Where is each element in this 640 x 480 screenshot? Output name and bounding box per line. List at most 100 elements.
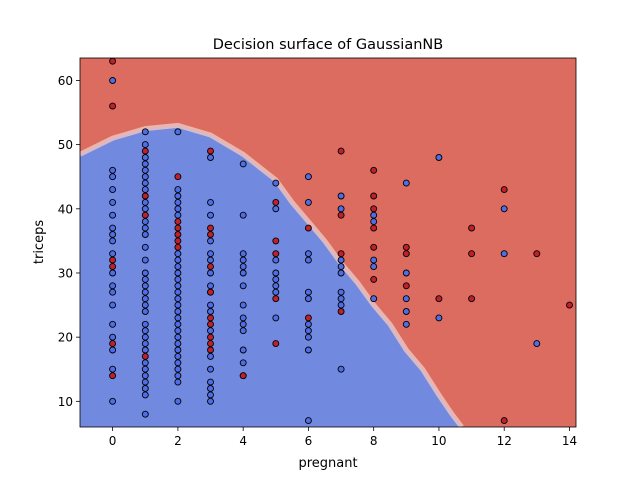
class-0-point: [141, 365, 149, 373]
class-0-point: [174, 263, 182, 271]
class-0-point: [239, 327, 247, 335]
class-0-point: [174, 378, 182, 386]
class-0-point: [174, 282, 182, 290]
class-0-point: [402, 320, 410, 328]
class-0-point: [402, 269, 410, 277]
class-1-point: [109, 58, 117, 65]
class-0-point: [207, 352, 214, 360]
class-1-point: [304, 314, 312, 322]
class-0-point: [370, 256, 378, 264]
class-0-point: [337, 205, 345, 213]
class-0-point: [370, 218, 378, 226]
class-1-point: [207, 231, 214, 238]
class-0-point: [141, 378, 149, 386]
class-0-point: [109, 250, 117, 258]
class-0-point: [141, 410, 149, 418]
class-0-point: [207, 327, 214, 335]
class-0-point: [141, 256, 149, 264]
class-0-point: [272, 275, 280, 283]
class-1-point: [435, 295, 443, 303]
class-0-point: [174, 186, 182, 194]
class-0-point: [141, 301, 149, 309]
class-1-point: [174, 243, 182, 251]
class-0-point: [402, 308, 410, 315]
class-0-point: [337, 295, 345, 303]
class-0-point: [370, 263, 378, 271]
class-0-point: [337, 192, 345, 200]
class-0-point: [174, 269, 182, 277]
class-0-point: [239, 263, 247, 271]
class-0-point: [141, 141, 149, 149]
class-0-point: [304, 288, 312, 296]
class-1-point: [207, 147, 214, 155]
class-1-point: [141, 192, 149, 200]
class-0-point: [207, 250, 214, 258]
class-1-point: [109, 372, 117, 380]
class-0-point: [109, 211, 117, 219]
class-0-point: [207, 211, 214, 219]
class-0-point: [109, 186, 117, 194]
class-1-point: [109, 102, 117, 110]
class-0-point: [109, 231, 117, 238]
class-0-point: [141, 275, 149, 283]
class-1-point: [174, 224, 182, 232]
class-1-point: [272, 295, 280, 303]
class-0-point: [337, 263, 345, 271]
class-0-point: [109, 198, 117, 206]
class-0-point: [239, 160, 247, 168]
class-0-point: [304, 256, 312, 264]
class-1-point: [207, 314, 214, 322]
class-0-point: [141, 385, 149, 392]
class-1-point: [468, 295, 476, 303]
class-0-point: [402, 179, 410, 187]
class-0-point: [239, 269, 247, 277]
class-1-point: [500, 417, 508, 425]
class-0-point: [207, 282, 214, 290]
class-0-point: [207, 301, 214, 309]
class-0-point: [272, 256, 280, 264]
y-tick-label: 30: [58, 266, 73, 280]
class-0-point: [174, 359, 182, 367]
class-1-point: [141, 211, 149, 219]
class-0-point: [207, 269, 214, 277]
class-0-point: [207, 308, 214, 315]
class-0-point: [109, 397, 117, 405]
class-0-point: [141, 391, 149, 399]
class-0-point: [304, 327, 312, 335]
class-0-point: [207, 365, 214, 373]
class-0-point: [141, 243, 149, 251]
class-0-point: [141, 346, 149, 354]
class-1-point: [370, 205, 378, 213]
class-0-point: [141, 327, 149, 335]
class-1-point: [468, 250, 476, 258]
class-0-point: [141, 179, 149, 187]
class-1-point: [109, 340, 117, 348]
class-0-point: [141, 288, 149, 296]
class-1-point: [304, 224, 312, 232]
x-tick-label: 0: [109, 434, 117, 448]
y-axis-ticks: 10 20 30 40 50 60: [58, 74, 80, 409]
class-0-point: [141, 295, 149, 303]
x-tick-label: 6: [305, 434, 313, 448]
class-0-point: [109, 288, 117, 296]
class-0-point: [207, 154, 214, 161]
class-1-point: [272, 250, 280, 258]
class-0-point: [207, 391, 214, 399]
class-0-point: [141, 372, 149, 380]
class-0-point: [109, 237, 117, 245]
y-axis-label: triceps: [32, 220, 47, 264]
class-0-point: [272, 314, 280, 322]
class-0-point: [272, 205, 280, 213]
class-0-point: [174, 327, 182, 335]
class-1-point: [337, 308, 345, 315]
class-0-point: [435, 154, 443, 161]
class-1-point: [370, 166, 378, 174]
class-0-point: [109, 320, 117, 328]
class-0-point: [141, 231, 149, 238]
x-tick-label: 8: [370, 434, 378, 448]
class-0-point: [239, 301, 247, 309]
class-1-point: [272, 198, 280, 206]
class-0-point: [174, 250, 182, 258]
class-0-point: [239, 250, 247, 258]
